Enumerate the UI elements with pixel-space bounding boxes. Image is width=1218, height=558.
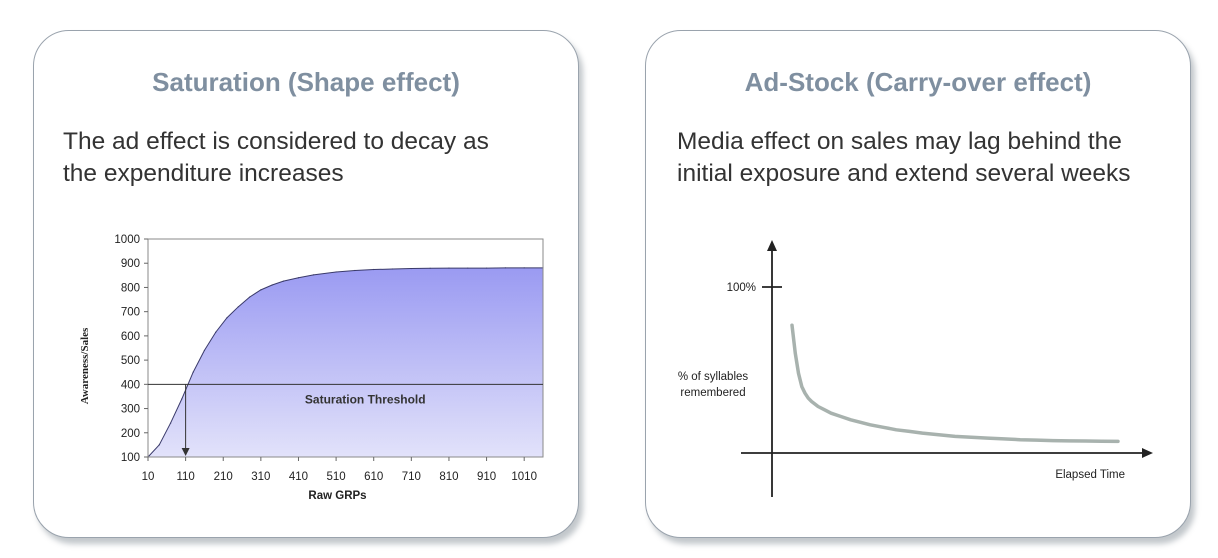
y-tick-label: 400 xyxy=(121,379,140,391)
saturation-point xyxy=(203,349,206,352)
decay-point xyxy=(1003,438,1005,440)
saturation-description: The ad effect is considered to decay as … xyxy=(63,128,489,187)
x-axis-label: Raw GRPs xyxy=(308,490,366,502)
saturation-point xyxy=(169,422,172,424)
plot-border xyxy=(147,238,544,458)
saturation-point xyxy=(158,444,160,446)
decay-point xyxy=(1068,440,1070,442)
saturation-point xyxy=(429,267,431,269)
y-axis-label: % of syllables remembered xyxy=(678,371,749,399)
saturation-point xyxy=(448,267,450,269)
threshold-arrowhead xyxy=(181,448,190,456)
x-tick-label: 410 xyxy=(289,471,308,483)
decay-point xyxy=(830,412,832,414)
decay-point xyxy=(987,437,989,439)
x-tick-label: 910 xyxy=(477,471,496,483)
y-tick-label: 900 xyxy=(121,258,140,270)
decay-point xyxy=(1052,440,1054,442)
y-tick-label: 500 xyxy=(121,355,140,367)
x-tick-label: 110 xyxy=(176,471,194,483)
x-tick-label: 810 xyxy=(439,471,458,483)
decay-point xyxy=(921,432,923,434)
x-tick-label: 10 xyxy=(142,471,155,483)
saturation-point xyxy=(523,267,525,269)
decay-point xyxy=(895,429,897,431)
decay-point xyxy=(859,421,861,423)
y-tick-label: 1000 xyxy=(114,234,140,246)
saturation-point xyxy=(485,267,488,269)
saturation-point xyxy=(391,268,394,270)
saturation-point xyxy=(297,277,300,279)
saturation-point xyxy=(248,296,251,298)
y-axis-arrowhead xyxy=(767,240,777,251)
decay-point xyxy=(954,435,956,437)
decay-point xyxy=(908,430,910,432)
saturation-point xyxy=(237,306,239,308)
saturation-point xyxy=(504,267,506,269)
decay-point xyxy=(970,436,972,438)
adstock-title: Ad-Stock (Carry-over effect) xyxy=(744,67,1092,97)
decay-point xyxy=(798,372,800,374)
saturation-point xyxy=(373,268,375,271)
decay-point xyxy=(804,392,806,394)
decay-point xyxy=(794,352,796,354)
y-tick-label: 800 xyxy=(121,282,140,294)
decay-point xyxy=(1101,440,1103,442)
decay-point xyxy=(824,409,826,411)
x-tick-label: 610 xyxy=(364,471,383,483)
decay-point xyxy=(882,426,884,428)
x-tick-label: 510 xyxy=(327,471,346,483)
decay-point xyxy=(869,424,871,426)
y-tick-label: 100 xyxy=(121,452,140,464)
decay-point xyxy=(801,386,803,388)
saturation-area xyxy=(148,267,543,457)
y-axis-label-line: remembered xyxy=(680,387,745,399)
x-axis-arrowhead xyxy=(1142,448,1153,458)
x-tick-label: 1010 xyxy=(511,471,537,483)
saturation-point xyxy=(215,331,217,333)
x-tick-label: 710 xyxy=(402,471,421,483)
saturation-point xyxy=(410,267,412,270)
decay-point xyxy=(1117,440,1119,442)
saturation-point xyxy=(260,289,262,291)
adstock-description: Media effect on sales may lag behind the… xyxy=(677,128,1131,187)
decay-point xyxy=(1084,440,1086,442)
saturation-title: Saturation (Shape effect) xyxy=(152,67,460,97)
saturation-point xyxy=(271,284,273,286)
saturation-point xyxy=(335,271,337,273)
saturation-point xyxy=(467,267,469,269)
saturation-threshold-label: Saturation Threshold xyxy=(305,392,426,406)
decay-point xyxy=(840,415,842,417)
decay-point xyxy=(817,406,819,408)
saturation-point xyxy=(192,371,194,373)
saturation-point xyxy=(312,274,315,276)
y-tick-label: 200 xyxy=(121,428,140,440)
x-axis-label: Elapsed Time xyxy=(1055,469,1125,481)
decay-point xyxy=(938,434,940,436)
saturation-point xyxy=(181,398,183,400)
decay-point xyxy=(850,419,852,421)
decay-point xyxy=(807,397,809,399)
y-tick-label: 300 xyxy=(121,404,140,416)
saturation-point xyxy=(282,280,285,282)
decay-point xyxy=(791,324,793,326)
x-tick-label: 310 xyxy=(251,471,270,483)
y-axis-label: Awareness/Sales xyxy=(79,327,91,404)
y-axis-label-line: % of syllables xyxy=(678,371,749,383)
saturation-point xyxy=(354,269,356,272)
decay-point xyxy=(1036,439,1037,441)
decay-curve xyxy=(790,323,1120,444)
saturation-point xyxy=(226,317,228,319)
x-tick-label: 210 xyxy=(214,471,233,483)
y-tick-label: 600 xyxy=(121,331,140,343)
decay-point xyxy=(811,401,813,403)
decay-point xyxy=(1019,439,1021,441)
y-tick-label: 100% xyxy=(727,282,756,294)
y-tick-label: 700 xyxy=(121,307,140,319)
